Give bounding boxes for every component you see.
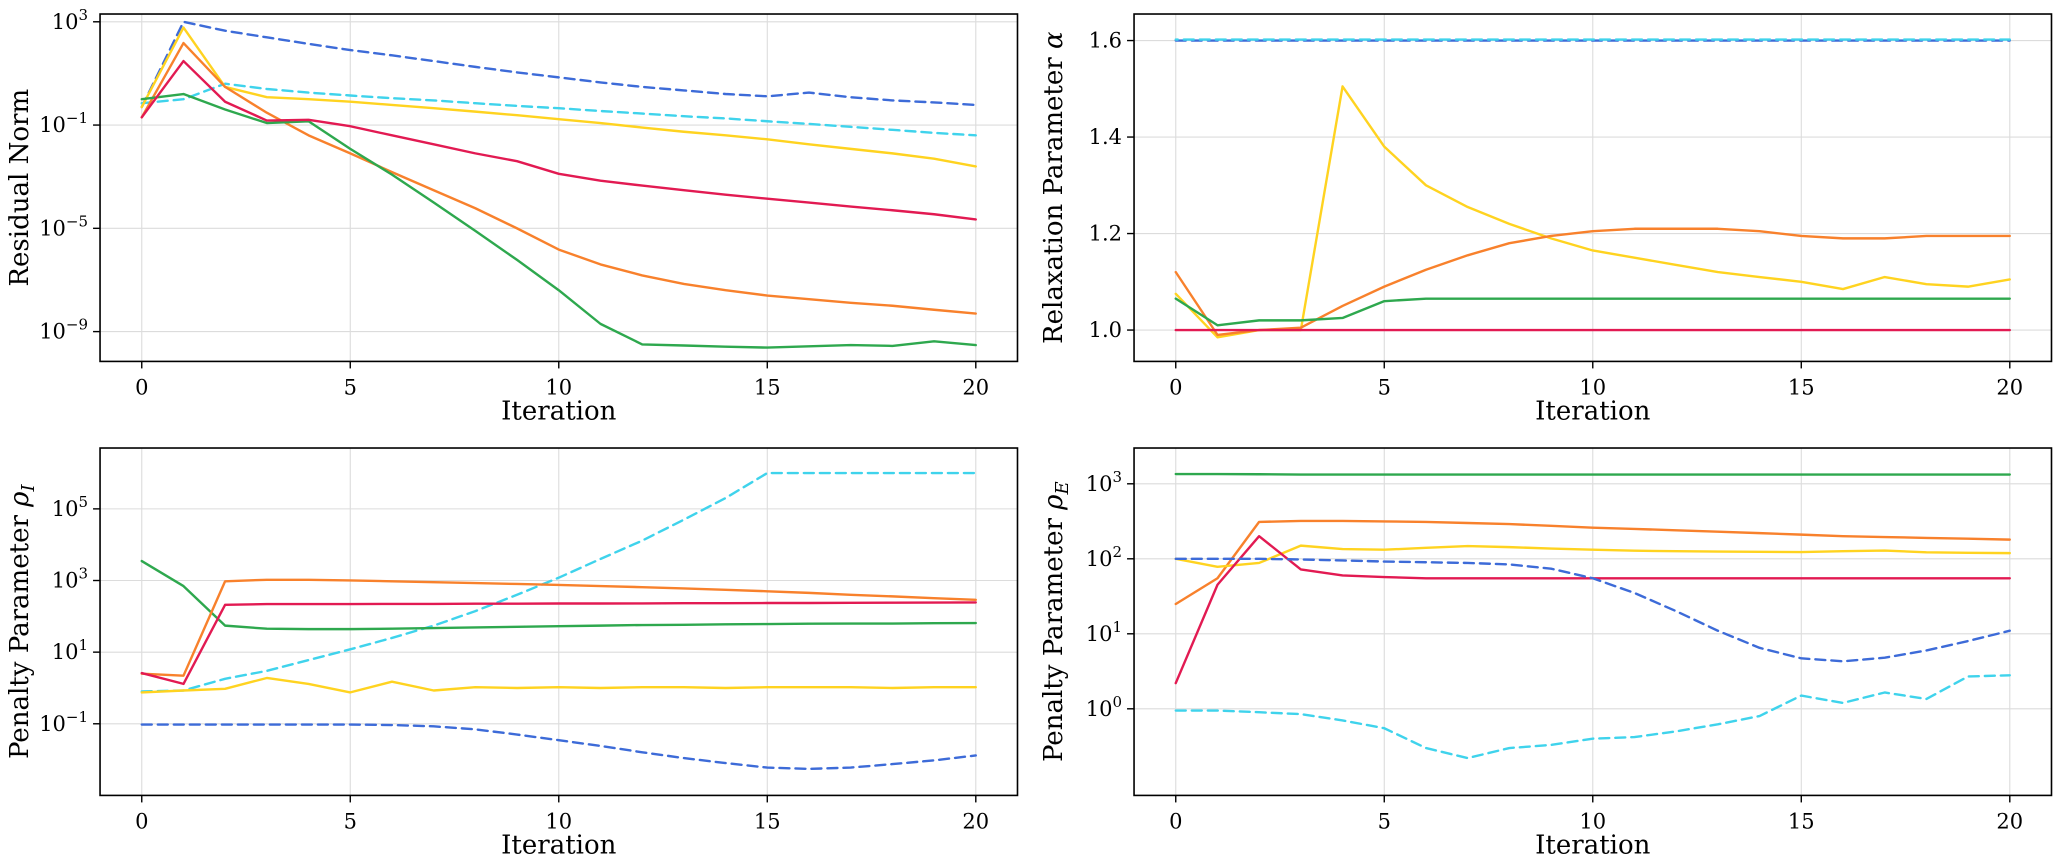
series-green (140, 559, 977, 630)
y-tick-label: 102 (1085, 542, 1121, 570)
series-cyan-dashed (140, 471, 977, 693)
series-yellow (140, 676, 977, 694)
series-cyan-dashed (1174, 673, 2011, 759)
x-tick-label: 10 (1579, 808, 1606, 833)
y-tick-label: 10−1 (39, 707, 88, 735)
x-tick-label: 0 (135, 374, 148, 399)
y-tick-label: 103 (52, 6, 88, 34)
panel-penalty-parameter-rho-i: 0 5 10 15 20 105 103 101 10−1 Iteration Penalty Pa… (0, 434, 1034, 867)
series-yellow (140, 26, 977, 168)
series-green (1174, 297, 2011, 327)
x-tick-label: 10 (545, 374, 572, 399)
series-orange (1174, 519, 2011, 605)
series-green (1174, 472, 2011, 476)
chart-penalty-parameter-rho-e: 0 5 10 15 20 103 102 101 100 Iteration Penalty Par… (1039, 446, 2052, 860)
y-axis-label: Relaxation Parameter α (1039, 31, 1069, 344)
x-tick-label: 0 (135, 808, 148, 833)
y-tick-label: 10−1 (39, 109, 88, 137)
y-axis-label: Residual Norm (5, 89, 35, 287)
x-tick-label: 15 (1787, 374, 1814, 399)
series-orange (140, 578, 977, 677)
x-tick-label: 20 (1996, 808, 2023, 833)
x-axis-label: Iteration (501, 830, 616, 860)
x-axis-label: Iteration (1535, 396, 1650, 426)
x-tick-label: 20 (962, 808, 989, 833)
x-tick-label: 5 (1377, 808, 1390, 833)
x-tick-label: 0 (1169, 374, 1182, 399)
chart-relaxation-parameter-alpha: 0 5 10 15 20 1.0 1.2 1.4 1.6 Iteration Relaxation … (1039, 13, 2052, 426)
x-tick-label: 5 (344, 374, 357, 399)
chart-residual-norm: 0 5 10 15 20 103 10−1 10−5 10−9 Iteration Residual… (5, 6, 1019, 426)
series-red (140, 600, 977, 685)
x-tick-label: 15 (754, 808, 781, 833)
x-axis-label: Iteration (501, 396, 616, 426)
y-tick-label: 10−9 (39, 316, 88, 344)
chart-penalty-parameter-rho-i: 0 5 10 15 20 105 103 101 10−1 Iteration Penalty Pa… (5, 446, 1019, 860)
series-blue-dashed (140, 20, 977, 109)
y-axis-label: Penalty Parameter ρE (1039, 481, 1073, 762)
x-tick-label: 5 (344, 808, 357, 833)
x-tick-label: 10 (1579, 374, 1606, 399)
series-blue-dashed (1174, 557, 2011, 662)
series-green (140, 92, 977, 349)
x-tick-label: 15 (1787, 808, 1814, 833)
panel-penalty-parameter-rho-e: 0 5 10 15 20 103 102 101 100 Iteration Penalty Par… (1034, 434, 2067, 867)
series-yellow (1174, 85, 2011, 339)
y-axis-label: Penalty Parameter ρI (5, 483, 39, 759)
y-tick-label: 1.4 (1088, 124, 1121, 149)
x-tick-label: 5 (1377, 374, 1390, 399)
series-red (140, 59, 977, 221)
y-tick-label: 1.0 (1088, 317, 1121, 342)
y-tick-label: 1.6 (1088, 28, 1121, 53)
y-tick-label: 105 (52, 492, 88, 520)
x-tick-label: 20 (962, 374, 989, 399)
panel-residual-norm: 0 5 10 15 20 103 10−1 10−5 10−9 Iteration Residual… (0, 0, 1034, 434)
x-tick-label: 0 (1169, 808, 1182, 833)
series-yellow (1174, 543, 2011, 568)
series-cyan-dashed (140, 82, 977, 137)
y-tick-label: 10−5 (39, 212, 88, 240)
y-tick-label: 103 (52, 564, 88, 592)
y-tick-label: 100 (1085, 692, 1121, 720)
x-axis-label: Iteration (1535, 830, 1650, 860)
x-tick-label: 10 (545, 808, 572, 833)
x-tick-label: 20 (1996, 374, 2023, 399)
x-tick-label: 15 (754, 374, 781, 399)
y-tick-label: 101 (52, 636, 88, 664)
y-tick-label: 103 (1085, 467, 1121, 495)
y-tick-label: 101 (1085, 617, 1121, 645)
series-blue-dashed (140, 722, 977, 770)
panel-relaxation-parameter: 0 5 10 15 20 1.0 1.2 1.4 1.6 Iteration Relaxation … (1034, 0, 2067, 434)
y-tick-label: 1.2 (1088, 221, 1121, 246)
